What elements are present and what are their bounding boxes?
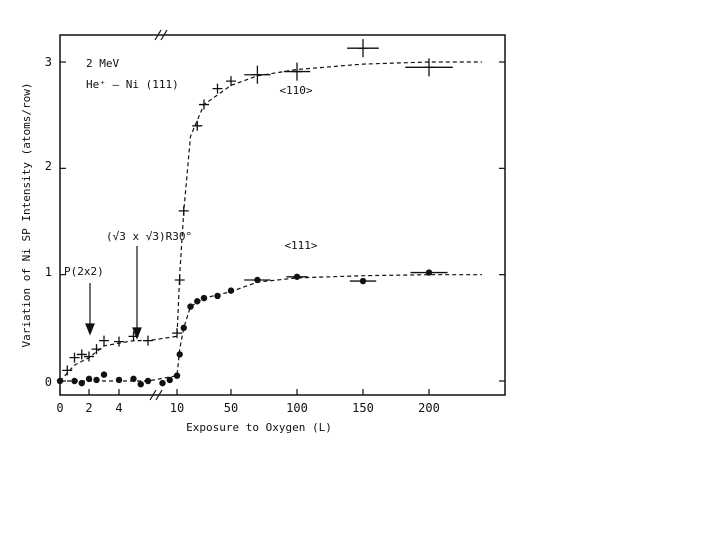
data-point (159, 379, 166, 387)
y-tick-label: 2 (45, 159, 52, 173)
data-point (199, 99, 209, 110)
x-tick-label: 50 (224, 401, 238, 415)
x-axis-break-top (154, 29, 168, 41)
data-point (293, 273, 301, 280)
x-tick-label: 10 (170, 401, 184, 415)
label-sqrt3: (√3 x √3)R30° (106, 230, 192, 243)
data-point (292, 62, 302, 81)
data-point (76, 349, 87, 360)
label-110: <110> (279, 84, 312, 97)
data-point (172, 328, 182, 339)
data-point (93, 376, 100, 384)
fit-curve-110 (59, 61, 482, 382)
data-point (200, 294, 208, 302)
data-point (180, 324, 187, 332)
data-point (178, 205, 189, 216)
beam-label-ions: He⁺ — Ni (111) (86, 78, 179, 91)
data-point (212, 83, 223, 94)
data-point (252, 65, 263, 84)
series-111-points (56, 269, 448, 388)
x-tick-label: 150 (352, 401, 374, 415)
y-axis-label: Variation of Ni SP Intensity (atoms/row) (20, 83, 33, 348)
data-point (166, 376, 173, 384)
data-point (214, 292, 221, 300)
data-point (71, 377, 78, 385)
data-point (358, 39, 368, 58)
data-point (144, 377, 152, 385)
data-point (69, 352, 80, 363)
x-tick-label: 200 (418, 401, 440, 415)
data-point (56, 377, 64, 385)
data-point (194, 298, 201, 305)
data-point (227, 287, 235, 294)
data-point (99, 335, 109, 346)
fit-curve-111 (60, 274, 482, 382)
data-point (359, 277, 367, 285)
data-point (115, 376, 123, 384)
data-point (176, 351, 183, 358)
x-tick-label: 0 (56, 401, 63, 415)
y-tick-label: 1 (45, 265, 52, 279)
x-tick-label: 100 (286, 401, 308, 415)
data-point (254, 276, 261, 284)
data-point (424, 58, 434, 77)
data-point (192, 120, 203, 131)
x-tick-label: 4 (115, 401, 122, 415)
data-point (62, 365, 73, 376)
data-point (130, 375, 137, 383)
data-point (173, 372, 181, 379)
data-point (143, 335, 153, 346)
x-tick-label: 2 (85, 401, 92, 415)
data-point (174, 274, 185, 285)
data-point (84, 351, 94, 362)
label-p2x2: P(2x2) (64, 265, 104, 278)
beam-label-energy: 2 MeV (86, 57, 119, 70)
arrow-p2x2 (85, 283, 95, 336)
data-point (85, 375, 93, 383)
x-axis-label: Exposure to Oxygen (L) (186, 421, 332, 434)
data-point (137, 380, 144, 388)
data-point (425, 269, 433, 276)
y-tick-label: 3 (45, 55, 52, 69)
data-point (91, 344, 102, 355)
label-111: <111> (284, 239, 317, 252)
series-110-points (62, 39, 453, 376)
y-tick-label: 0 (45, 375, 52, 389)
data-point (100, 371, 108, 378)
data-point (114, 336, 124, 347)
data-point (187, 303, 194, 310)
data-point (226, 76, 236, 87)
plot-frame (59, 34, 506, 396)
arrow-sqrt3 (132, 246, 142, 340)
axis-ticks (59, 61, 505, 395)
data-point (78, 379, 85, 387)
x-axis-break-bottom (149, 389, 163, 401)
